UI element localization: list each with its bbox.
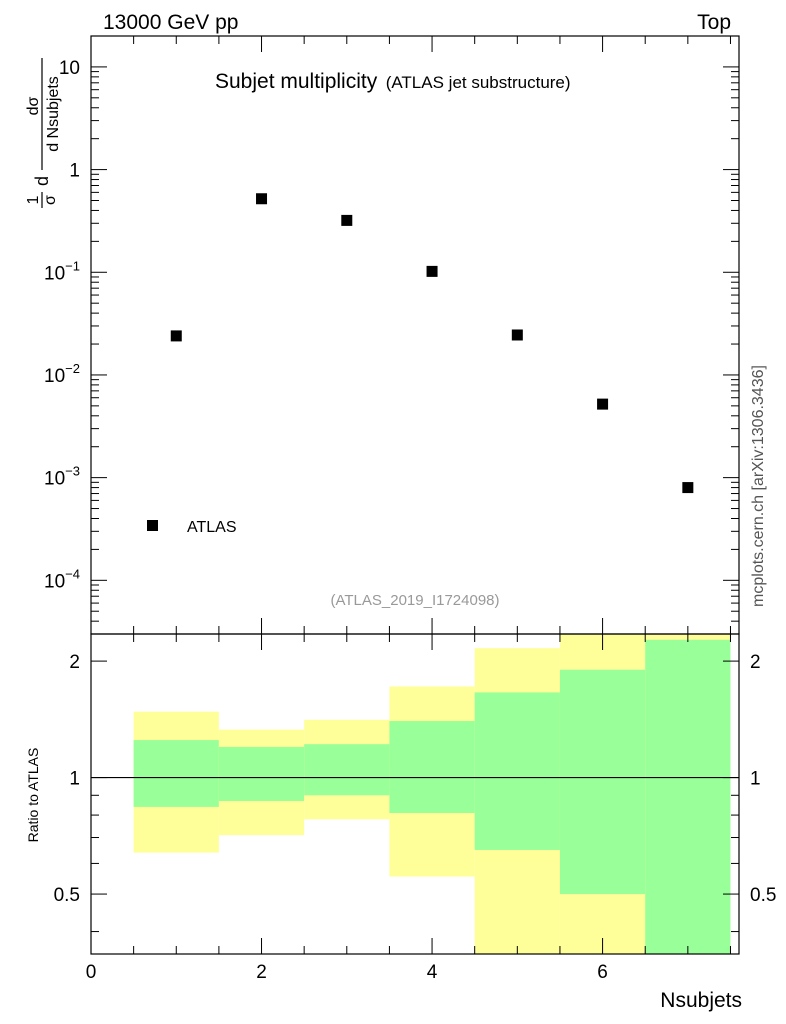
ylabel-sigma: σ — [42, 195, 59, 205]
ratio-y-tick-label-right: 0.5 — [750, 885, 776, 906]
legend-label: ATLAS — [187, 519, 237, 536]
y-tick-label: 10−2 — [44, 361, 80, 387]
ratio-bands — [133, 634, 731, 954]
ratio-y-tick-label-left: 0.5 — [54, 885, 80, 906]
data-point — [511, 329, 523, 341]
x-tick-label: 4 — [427, 962, 438, 983]
main-panel-frame — [90, 35, 740, 635]
inner-band-bin — [645, 639, 731, 954]
legend: ATLAS — [147, 519, 237, 536]
data-point — [341, 214, 353, 226]
plot-title: Subjet multiplicity (ATLAS jet substruct… — [215, 70, 571, 93]
x-tick-label: 0 — [86, 962, 97, 983]
y-tick-label: 1 — [69, 161, 80, 182]
header-right-label: Top — [697, 11, 731, 34]
main-axis-ticks: 10−4 10−3 10−2 10−1 1 10 — [44, 35, 739, 635]
plot-title-main: Subjet multiplicity — [215, 70, 378, 93]
header-left-label: 13000 GeV pp — [103, 11, 238, 34]
ratio-ylabel: Ratio to ATLAS — [25, 748, 41, 843]
analysis-id: (ATLAS_2019_I1724098) — [330, 592, 499, 609]
ylabel-dnsub: d Nsubjets — [45, 76, 62, 152]
ylabel-one: 1 — [25, 195, 42, 204]
data-point — [170, 330, 182, 342]
inner-band-bin — [133, 740, 219, 807]
data-point — [256, 193, 268, 205]
inner-band-bin — [559, 669, 646, 895]
y-tick-label: 10−1 — [44, 258, 80, 284]
ratio-y-tick-label-right: 2 — [750, 652, 761, 673]
y-tick-label: 10−3 — [44, 464, 80, 490]
x-axis-label: Nsubjets — [660, 989, 742, 1012]
inner-band-bin — [474, 692, 560, 850]
x-tick-label: 6 — [597, 962, 608, 983]
inner-band-bin — [304, 744, 390, 796]
side-credit: mcplots.cern.ch [arXiv:1306.3436] — [750, 365, 767, 607]
x-tick-label: 2 — [256, 962, 267, 983]
ylabel-dsigma: dσ — [25, 96, 42, 115]
data-point — [682, 482, 694, 494]
ratio-y-tick-label-left: 2 — [69, 652, 80, 673]
ratio-y-tick-label-left: 1 — [69, 769, 80, 790]
ylabel-d: d — [32, 176, 52, 186]
ratio-panel-frame — [90, 633, 740, 955]
inner-band-bin — [218, 746, 305, 801]
main-data-points — [170, 193, 694, 494]
ratio-y-tick-label-right: 1 — [750, 769, 761, 790]
plot-title-sub: (ATLAS jet substructure) — [386, 73, 571, 92]
y-tick-label: 10 — [59, 58, 80, 79]
ratio-axis-ticks: 0.5 0.5 1 1 2 2 0 2 4 6 — [54, 634, 776, 983]
inner-band-bin — [389, 721, 475, 813]
data-point — [426, 265, 438, 277]
legend-marker — [147, 520, 158, 531]
data-point — [597, 398, 609, 410]
main-ylabel: 1 σ d dσ d Nsubjets — [25, 58, 62, 208]
y-tick-label: 10−4 — [44, 566, 80, 592]
